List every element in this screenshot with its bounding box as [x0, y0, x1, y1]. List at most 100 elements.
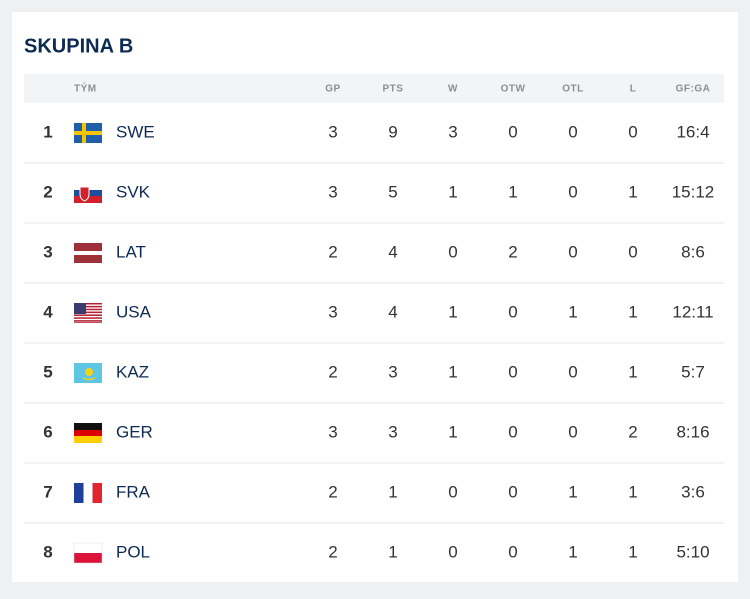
rank: 7 [43, 482, 52, 501]
flag-icon [74, 183, 102, 203]
stat-cell: 0 [568, 182, 577, 201]
rank: 6 [43, 422, 52, 441]
flag-icon [74, 423, 102, 443]
flag-part [74, 436, 102, 443]
stat-cell: 4 [388, 242, 397, 261]
flag-part [85, 368, 93, 376]
team-name: FRA [116, 482, 151, 501]
column-header: TÝM [74, 82, 97, 95]
stat-cell: 3 [388, 422, 397, 441]
table-row: 1 SWE 3 9 3 0 0 0 16:4 [43, 122, 710, 143]
stat-cell: 1 [628, 482, 637, 501]
stat-cell: 0 [508, 422, 517, 441]
team-name: POL [116, 542, 150, 561]
stat-cell: 12:11 [672, 302, 713, 321]
stat-cell: 1 [448, 362, 457, 381]
team-name: KAZ [116, 362, 149, 381]
stat-cell: 3 [328, 182, 337, 201]
card [12, 12, 738, 582]
rank: 8 [43, 542, 52, 561]
stat-cell: 0 [508, 122, 517, 141]
stat-cell: 0 [508, 362, 517, 381]
team-name: GER [116, 422, 153, 441]
stat-cell: 1 [568, 542, 577, 561]
flag-part [74, 251, 102, 255]
stat-cell: 2 [508, 242, 517, 261]
rank: 4 [43, 302, 53, 321]
stat-cell: 0 [508, 302, 517, 321]
flag-part [82, 377, 96, 381]
stat-cell: 0 [568, 242, 577, 261]
flag-part [92, 483, 102, 503]
stat-cell: 1 [568, 302, 577, 321]
stat-cell: 2 [328, 362, 337, 381]
column-header: L [630, 84, 637, 95]
stat-cell: 2 [328, 242, 337, 261]
table-row: 3 LAT 2 4 0 2 0 0 8:6 [24, 222, 724, 263]
flag-part [74, 423, 102, 430]
stat-cell: 5:7 [681, 362, 705, 381]
stat-cell: 3 [328, 302, 337, 321]
flag-part [74, 131, 102, 135]
stat-cell: 0 [448, 542, 457, 561]
stat-cell: 8:16 [676, 422, 709, 441]
flag-icon [74, 243, 102, 263]
flag-part [74, 320, 102, 322]
flag-part [74, 322, 102, 323]
table-body: 1 SWE 3 9 3 0 0 0 16:42 SVK 3 5 1 1 0 1 15:123 LAT 2 4 0 2 0 0 8… [24, 122, 724, 564]
flag-part [74, 543, 102, 553]
column-header: OTW [501, 84, 526, 95]
flag-part [74, 323, 102, 325]
column-header: OTL [562, 84, 584, 95]
flag-part [74, 310, 102, 313]
stat-cell: 2 [628, 422, 637, 441]
team-name: LAT [116, 242, 146, 261]
flag-icon [74, 363, 102, 383]
table-row: 7 FRA 2 1 0 0 1 1 3:6 [24, 462, 724, 503]
flag-part [74, 553, 102, 563]
stat-cell: 2 [328, 542, 337, 561]
team-name: SWE [116, 122, 155, 141]
table-row: 4 USA 3 4 1 0 1 1 12:11 [24, 282, 724, 325]
flag-icon [74, 123, 102, 143]
stat-cell: 3 [328, 422, 337, 441]
stat-cell: 0 [568, 422, 577, 441]
table-row: 2 SVK 3 5 1 1 0 1 15:12 [24, 162, 724, 203]
stat-cell: 1 [568, 482, 577, 501]
flag-part [74, 430, 102, 436]
header-row [24, 74, 724, 103]
stat-cell: 4 [388, 302, 397, 321]
stat-cell: 3 [448, 122, 457, 141]
flag-part [74, 317, 102, 319]
flag-part [74, 196, 102, 203]
team-name: USA [116, 302, 152, 321]
column-header: GP [325, 84, 340, 95]
stat-cell: 3 [328, 122, 337, 141]
rank: 1 [43, 122, 52, 141]
stat-cell: 2 [328, 482, 337, 501]
flag-part [74, 303, 86, 314]
stat-cell: 0 [508, 542, 517, 561]
stat-cell: 0 [568, 362, 577, 381]
stat-cell: 5 [388, 182, 397, 201]
flag-part [74, 311, 102, 314]
stat-cell: 1 [388, 542, 397, 561]
flag-part [74, 483, 84, 503]
stat-cell: 0 [448, 482, 457, 501]
column-header: W [448, 84, 458, 95]
flag-part [74, 305, 102, 308]
flag-part [74, 303, 102, 305]
stat-cell: 1 [628, 302, 637, 321]
stat-cell: 15:12 [672, 182, 715, 201]
stat-cell: 0 [568, 122, 577, 141]
table-row: 8 POL 2 1 0 0 1 1 5:10 [24, 522, 724, 564]
stat-cell: 1 [388, 482, 397, 501]
flag-part [74, 307, 102, 310]
group-title: SKUPINA B [24, 35, 133, 57]
flag-border [73, 542, 103, 564]
stat-cell: 0 [448, 242, 457, 261]
flag-icon [74, 483, 102, 503]
stat-cell: 1 [508, 182, 517, 201]
stat-cell: 3:6 [681, 482, 705, 501]
column-header: PTS [383, 84, 404, 95]
